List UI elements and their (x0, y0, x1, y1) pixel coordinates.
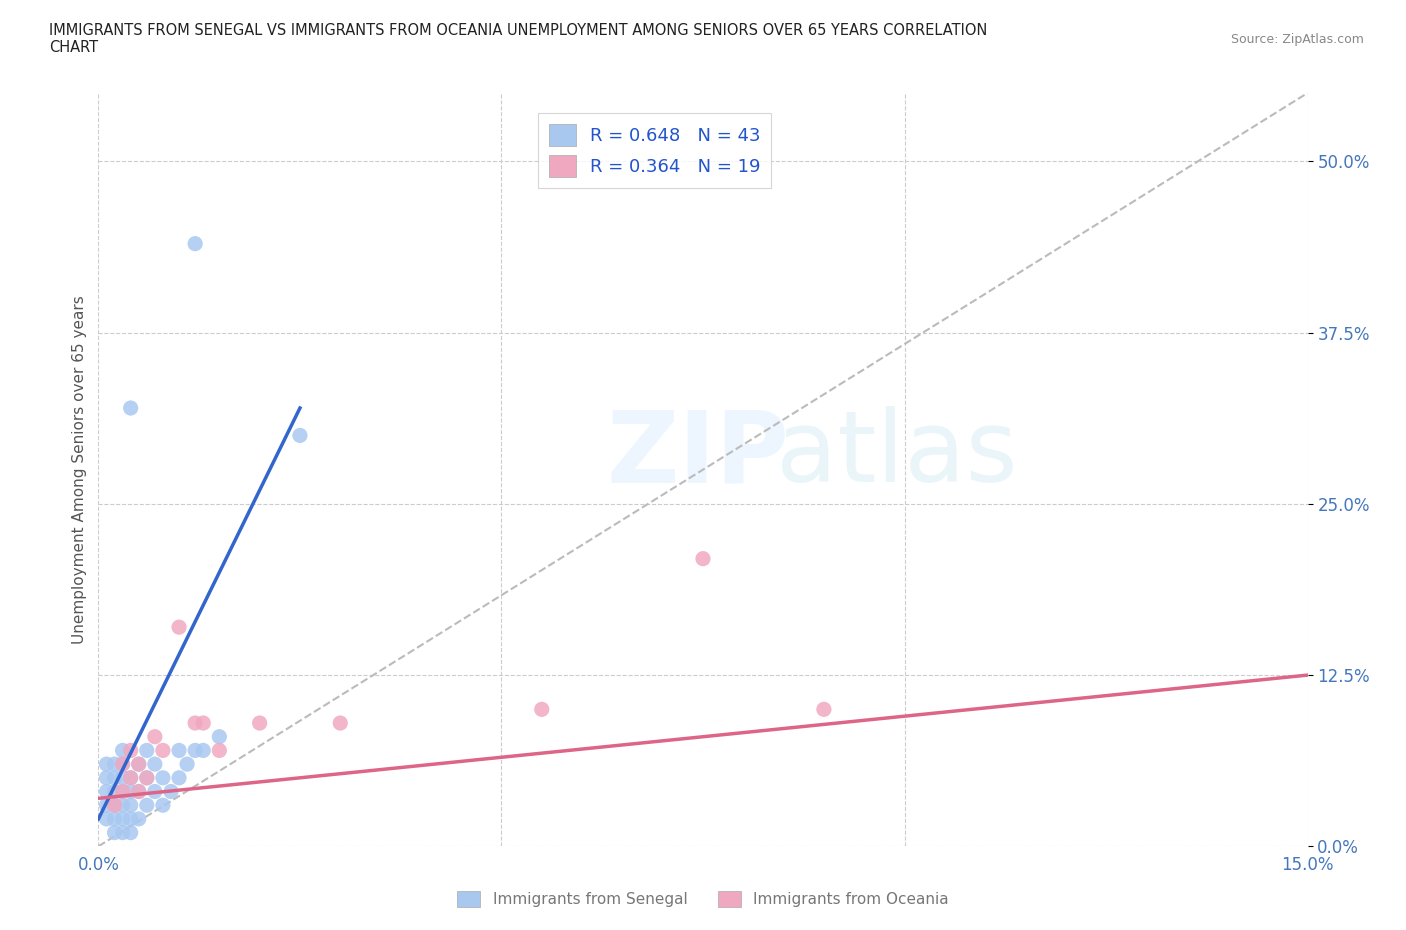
Point (184, 715, 207, 730)
Point (120, 770, 142, 785)
Point (249, 715, 271, 730)
Point (288, 428, 311, 443)
Point (120, 825, 142, 840)
Point (128, 784, 150, 799)
Point (120, 770, 142, 785)
Point (143, 729, 166, 744)
Point (329, 715, 352, 730)
Point (813, 702, 835, 717)
Point (530, 702, 553, 717)
Point (103, 798, 125, 813)
Point (103, 812, 125, 827)
Y-axis label: Unemployment Among Seniors over 65 years: Unemployment Among Seniors over 65 years (72, 296, 87, 644)
Point (193, 743, 215, 758)
Point (135, 798, 157, 813)
Text: atlas: atlas (776, 406, 1017, 503)
Point (103, 784, 125, 799)
Point (111, 757, 134, 772)
Point (111, 757, 134, 772)
Point (152, 743, 174, 758)
Point (167, 770, 190, 785)
Point (193, 715, 215, 730)
Point (208, 743, 231, 758)
Point (96, 757, 118, 772)
Point (184, 743, 207, 758)
Point (128, 784, 150, 799)
Point (120, 401, 142, 416)
Point (143, 757, 166, 772)
Point (111, 812, 134, 827)
Point (111, 784, 134, 799)
Point (152, 770, 174, 785)
Point (152, 798, 174, 813)
Point (128, 812, 150, 827)
Point (184, 236, 207, 251)
Point (96, 798, 118, 813)
Text: IMMIGRANTS FROM SENEGAL VS IMMIGRANTS FROM OCEANIA UNEMPLOYMENT AMONG SENIORS OV: IMMIGRANTS FROM SENEGAL VS IMMIGRANTS FR… (49, 23, 987, 38)
Point (176, 757, 198, 772)
Point (208, 729, 231, 744)
Point (167, 743, 190, 758)
Point (120, 798, 142, 813)
Point (96, 784, 118, 799)
Point (103, 757, 125, 772)
Point (96, 770, 118, 785)
Point (96, 812, 118, 827)
Point (111, 798, 134, 813)
Point (128, 757, 150, 772)
Legend: R = 0.648   N = 43, R = 0.364   N = 19: R = 0.648 N = 43, R = 0.364 N = 19 (537, 113, 772, 188)
Point (103, 825, 125, 840)
Point (111, 743, 134, 758)
Point (120, 812, 142, 827)
Point (111, 784, 134, 799)
Point (160, 784, 183, 799)
Point (692, 551, 714, 566)
Point (111, 825, 134, 840)
Point (143, 784, 166, 799)
Point (167, 619, 190, 634)
Point (135, 770, 157, 785)
Point (135, 743, 157, 758)
Point (103, 798, 125, 813)
Point (111, 770, 134, 785)
Text: Source: ZipAtlas.com: Source: ZipAtlas.com (1230, 33, 1364, 46)
Point (135, 770, 157, 785)
Legend: Immigrants from Senegal, Immigrants from Oceania: Immigrants from Senegal, Immigrants from… (451, 884, 955, 913)
Point (103, 770, 125, 785)
Text: ZIP: ZIP (606, 406, 789, 503)
Point (128, 757, 150, 772)
Text: CHART: CHART (49, 40, 98, 55)
Point (120, 743, 142, 758)
Point (120, 784, 142, 799)
